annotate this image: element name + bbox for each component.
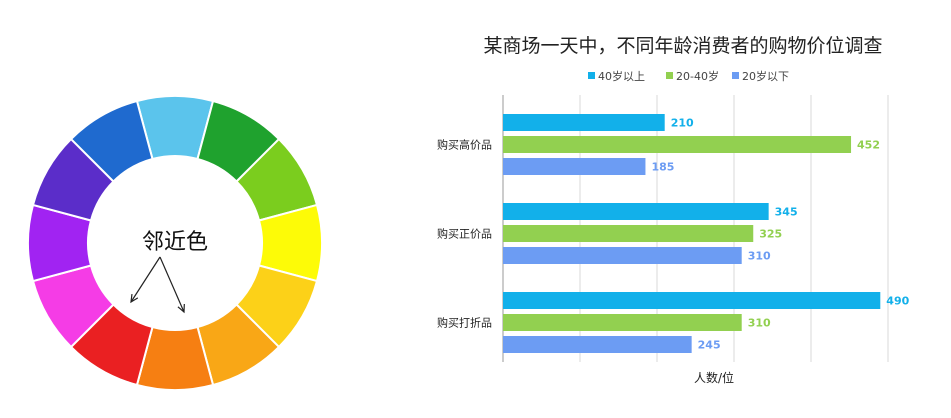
color-wheel: 邻近色	[27, 95, 323, 391]
data-label: 310	[748, 317, 771, 330]
chart-title: 某商场一天中，不同年龄消费者的购物价位调查	[483, 35, 882, 57]
bar	[503, 336, 692, 353]
legend-label: 20-40岁	[676, 69, 719, 83]
data-label: 185	[651, 161, 674, 174]
wheel-label: 邻近色	[142, 230, 208, 255]
category-label: 购买高价品	[437, 138, 492, 152]
legend-swatch	[588, 72, 595, 79]
data-label: 345	[775, 206, 798, 219]
bar	[503, 314, 742, 331]
wheel-segment	[69, 99, 154, 183]
category-label: 购买打折品	[437, 316, 492, 330]
arrow-line	[130, 256, 161, 303]
data-label: 490	[886, 295, 909, 308]
legend-swatch	[732, 72, 739, 79]
arrow-head-icon	[177, 303, 185, 314]
arrow-head-icon	[130, 293, 139, 304]
x-axis-label: 人数/位	[694, 370, 734, 385]
data-label: 452	[857, 139, 880, 152]
data-label: 210	[671, 117, 694, 130]
data-label: 310	[748, 250, 771, 263]
legend-label: 20岁以下	[742, 69, 789, 83]
bar	[503, 225, 754, 242]
bar	[503, 247, 742, 264]
bar	[503, 292, 881, 309]
legend-swatch	[666, 72, 673, 79]
data-label: 245	[698, 339, 721, 352]
data-label: 325	[759, 228, 782, 241]
bar	[503, 158, 646, 175]
bar	[503, 136, 852, 153]
category-label: 购买正价品	[437, 227, 492, 241]
legend-label: 40岁以上	[598, 69, 645, 83]
bar	[503, 203, 769, 220]
bar	[503, 114, 665, 131]
arrow-line	[159, 256, 185, 313]
